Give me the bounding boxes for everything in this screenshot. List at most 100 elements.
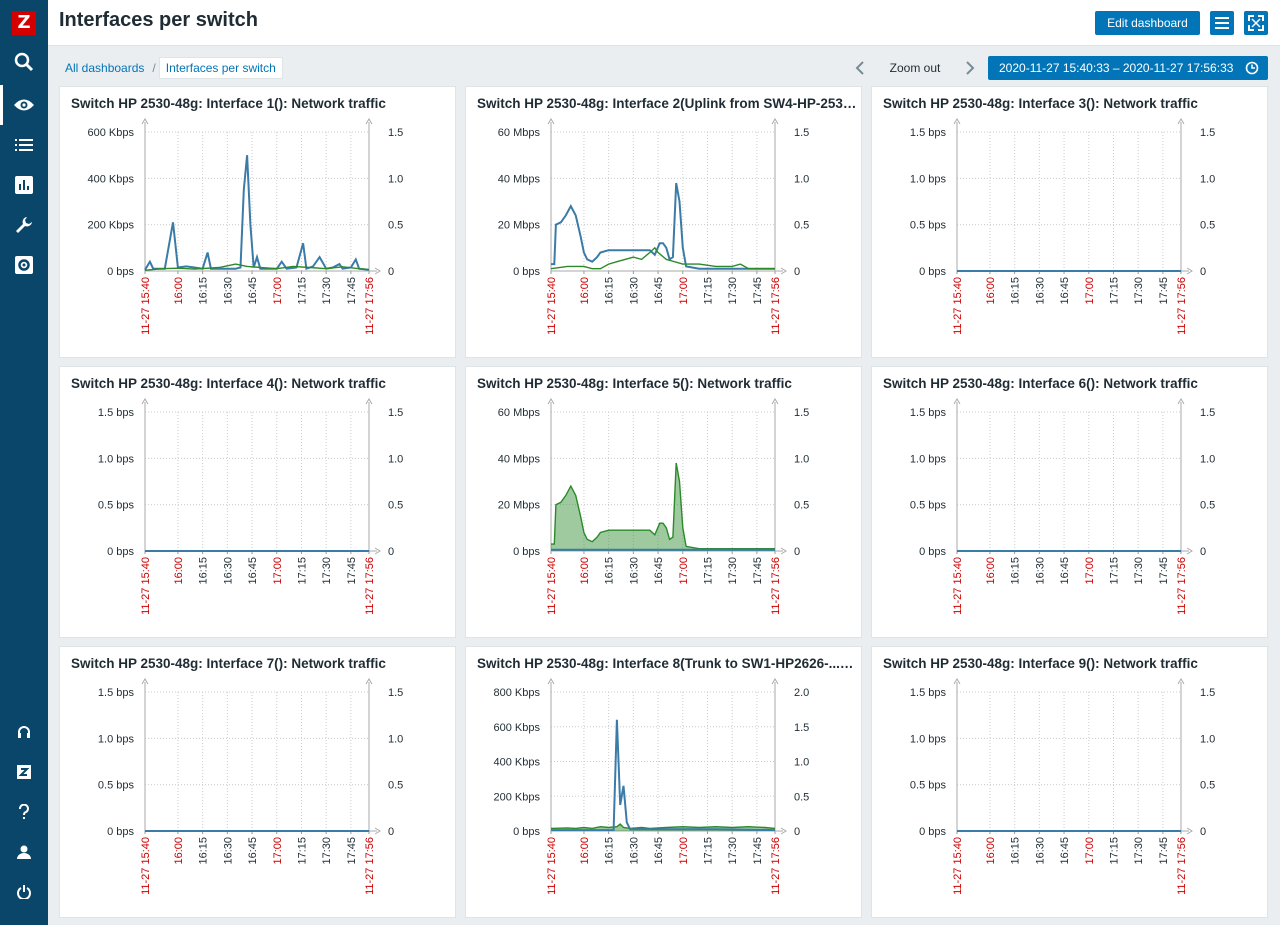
y-axis-arrow <box>141 678 149 685</box>
network-traffic-graph[interactable]: 1.5 bps 1.5 1.0 bps 1.0 0.5 bps 0.5 0 bps 0 11-2… <box>60 647 457 919</box>
share-z-icon[interactable] <box>0 752 48 792</box>
time-prev-button[interactable] <box>850 58 870 78</box>
breadcrumb-current[interactable]: Interfaces per switch <box>158 57 283 79</box>
x-tick-label: 17:45 <box>1158 277 1170 305</box>
time-next-button[interactable] <box>960 58 980 78</box>
x-tick-label: 17:00 <box>678 557 690 585</box>
graph-widget-1[interactable]: Switch HP 2530-48g: Interface 1(): Netwo… <box>59 86 456 358</box>
x-tick-label: 16:00 <box>579 277 591 305</box>
reports-chart-icon[interactable] <box>0 165 48 205</box>
y-right-tick-label: 1.0 <box>388 173 403 185</box>
y-axis-arrow <box>1177 398 1185 405</box>
y-left-tick-label: 1.0 bps <box>98 453 135 465</box>
x-tick-label: 11-27 17:56 <box>364 557 376 615</box>
y-axis-arrow <box>141 118 149 125</box>
help-icon[interactable] <box>0 792 48 832</box>
x-tick-label: 16:45 <box>247 557 259 585</box>
kiosk-mode-button[interactable] <box>1244 11 1268 35</box>
x-tick-label: 17:45 <box>752 837 764 865</box>
y-right-tick-label: 1.5 <box>388 407 403 419</box>
configuration-wrench-icon[interactable] <box>0 205 48 245</box>
x-tick-label: 11-27 15:40 <box>546 837 558 895</box>
network-traffic-graph[interactable]: 1.5 bps 1.5 1.0 bps 1.0 0.5 bps 0.5 0 bps 0 11-2… <box>872 367 1269 639</box>
y-right-tick-label: 0.5 <box>794 220 809 232</box>
x-tick-label: 16:00 <box>579 557 591 585</box>
y-right-tick-label: 0 <box>794 826 800 838</box>
time-range-label: 2020-11-27 15:40:33 – 2020-11-27 17:56:3… <box>999 61 1234 75</box>
breadcrumb-all-dashboards[interactable]: All dashboards <box>65 61 145 75</box>
graph-widget-5[interactable]: Switch HP 2530-48g: Interface 5(): Netwo… <box>465 366 862 638</box>
y-axis-arrow <box>1177 678 1185 685</box>
support-headset-icon[interactable] <box>0 712 48 752</box>
y-left-tick-label: 600 Kbps <box>88 127 135 139</box>
administration-gear-icon[interactable] <box>0 245 48 285</box>
zoom-out-button[interactable]: Zoom out <box>889 61 941 75</box>
x-tick-label: 16:15 <box>604 837 616 865</box>
x-axis-arrow <box>374 827 381 835</box>
y-left-tick-label: 0 bps <box>919 546 946 558</box>
y-right-tick-label: 1.5 <box>794 127 809 139</box>
x-tick-label: 16:45 <box>653 837 665 865</box>
dashboard-menu-button[interactable] <box>1210 11 1234 35</box>
x-tick-label: 16:00 <box>173 277 185 305</box>
x-tick-label: 17:30 <box>1133 837 1145 865</box>
graph-widget-9[interactable]: Switch HP 2530-48g: Interface 9(): Netwo… <box>871 646 1268 918</box>
graph-widget-3[interactable]: Switch HP 2530-48g: Interface 3(): Netwo… <box>871 86 1268 358</box>
graph-widget-8[interactable]: Switch HP 2530-48g: Interface 8(Trunk to… <box>465 646 862 918</box>
x-tick-label: 16:00 <box>173 557 185 585</box>
y-left-tick-label: 1.0 bps <box>910 733 947 745</box>
y-right-tick-label: 1.0 <box>388 733 403 745</box>
x-tick-label: 16:45 <box>247 837 259 865</box>
user-icon[interactable] <box>0 832 48 872</box>
graph-widget-4[interactable]: Switch HP 2530-48g: Interface 4(): Netwo… <box>59 366 456 638</box>
x-tick-label: 17:15 <box>702 837 714 865</box>
y-left-tick-label: 1.0 bps <box>910 173 947 185</box>
x-tick-label: 11-27 17:56 <box>770 277 782 335</box>
network-traffic-graph[interactable]: 1.5 bps 1.5 1.0 bps 1.0 0.5 bps 0.5 0 bps 0 11-2… <box>60 367 457 639</box>
sign-out-power-icon[interactable] <box>0 872 48 912</box>
x-tick-label: 11-27 15:40 <box>952 277 964 335</box>
x-tick-label: 16:00 <box>173 837 185 865</box>
inventory-list-icon[interactable] <box>0 125 48 165</box>
y-axis-arrow <box>771 398 779 405</box>
time-range-selector[interactable]: 2020-11-27 15:40:33 – 2020-11-27 17:56:3… <box>988 56 1268 80</box>
search-icon[interactable] <box>0 42 48 82</box>
x-tick-label: 16:15 <box>198 837 210 865</box>
series-line-blue <box>551 182 775 270</box>
series-line-blue <box>551 719 776 832</box>
graph-widget-7[interactable]: Switch HP 2530-48g: Interface 7(): Netwo… <box>59 646 456 918</box>
graph-widget-2[interactable]: Switch HP 2530-48g: Interface 2(Uplink f… <box>465 86 862 358</box>
x-tick-label: 16:45 <box>653 277 665 305</box>
zabbix-logo[interactable]: Z <box>12 11 36 35</box>
x-tick-label: 17:00 <box>272 557 284 585</box>
network-traffic-graph[interactable]: 1.5 bps 1.5 1.0 bps 1.0 0.5 bps 0.5 0 bps 0 11-2… <box>872 647 1269 919</box>
chevron-right-icon <box>966 61 975 75</box>
network-traffic-graph[interactable]: 1.5 bps 1.5 1.0 bps 1.0 0.5 bps 0.5 0 bps 0 11-2… <box>872 87 1269 359</box>
edit-dashboard-button[interactable]: Edit dashboard <box>1095 11 1200 35</box>
y-right-tick-label: 0.5 <box>1200 220 1215 232</box>
x-tick-label: 16:15 <box>1010 837 1022 865</box>
y-right-tick-label: 0.5 <box>1200 780 1215 792</box>
y-right-tick-label: 0 <box>388 266 394 278</box>
x-tick-label: 17:45 <box>346 277 358 305</box>
y-left-tick-label: 0 bps <box>513 826 540 838</box>
x-tick-label: 17:15 <box>1108 277 1120 305</box>
x-tick-label: 11-27 17:56 <box>1176 557 1188 615</box>
network-traffic-graph[interactable]: 60 Mbps 1.5 40 Mbps 1.0 20 Mbps 0.5 0 bps 0 11-2… <box>466 87 863 359</box>
x-tick-label: 16:30 <box>222 837 234 865</box>
fullscreen-icon <box>1248 15 1264 31</box>
y-axis-arrow <box>141 398 149 405</box>
graph-widget-6[interactable]: Switch HP 2530-48g: Interface 6(): Netwo… <box>871 366 1268 638</box>
monitoring-eye-icon[interactable] <box>0 85 48 125</box>
y-axis-arrow <box>953 398 961 405</box>
x-tick-label: 17:00 <box>678 277 690 305</box>
x-tick-label: 17:45 <box>1158 837 1170 865</box>
network-traffic-graph[interactable]: 800 Kbps 2.0 600 Kbps 1.5 400 Kbps 1.0 200 Kbp… <box>466 647 863 919</box>
x-tick-label: 16:00 <box>579 837 591 865</box>
y-left-tick-label: 0.5 bps <box>98 780 135 792</box>
x-tick-label: 17:00 <box>1084 837 1096 865</box>
x-tick-label: 11-27 15:40 <box>952 557 964 615</box>
network-traffic-graph[interactable]: 60 Mbps 1.5 40 Mbps 1.0 20 Mbps 0.5 0 bps 0 11-2… <box>466 367 863 639</box>
x-axis-arrow <box>374 547 381 555</box>
